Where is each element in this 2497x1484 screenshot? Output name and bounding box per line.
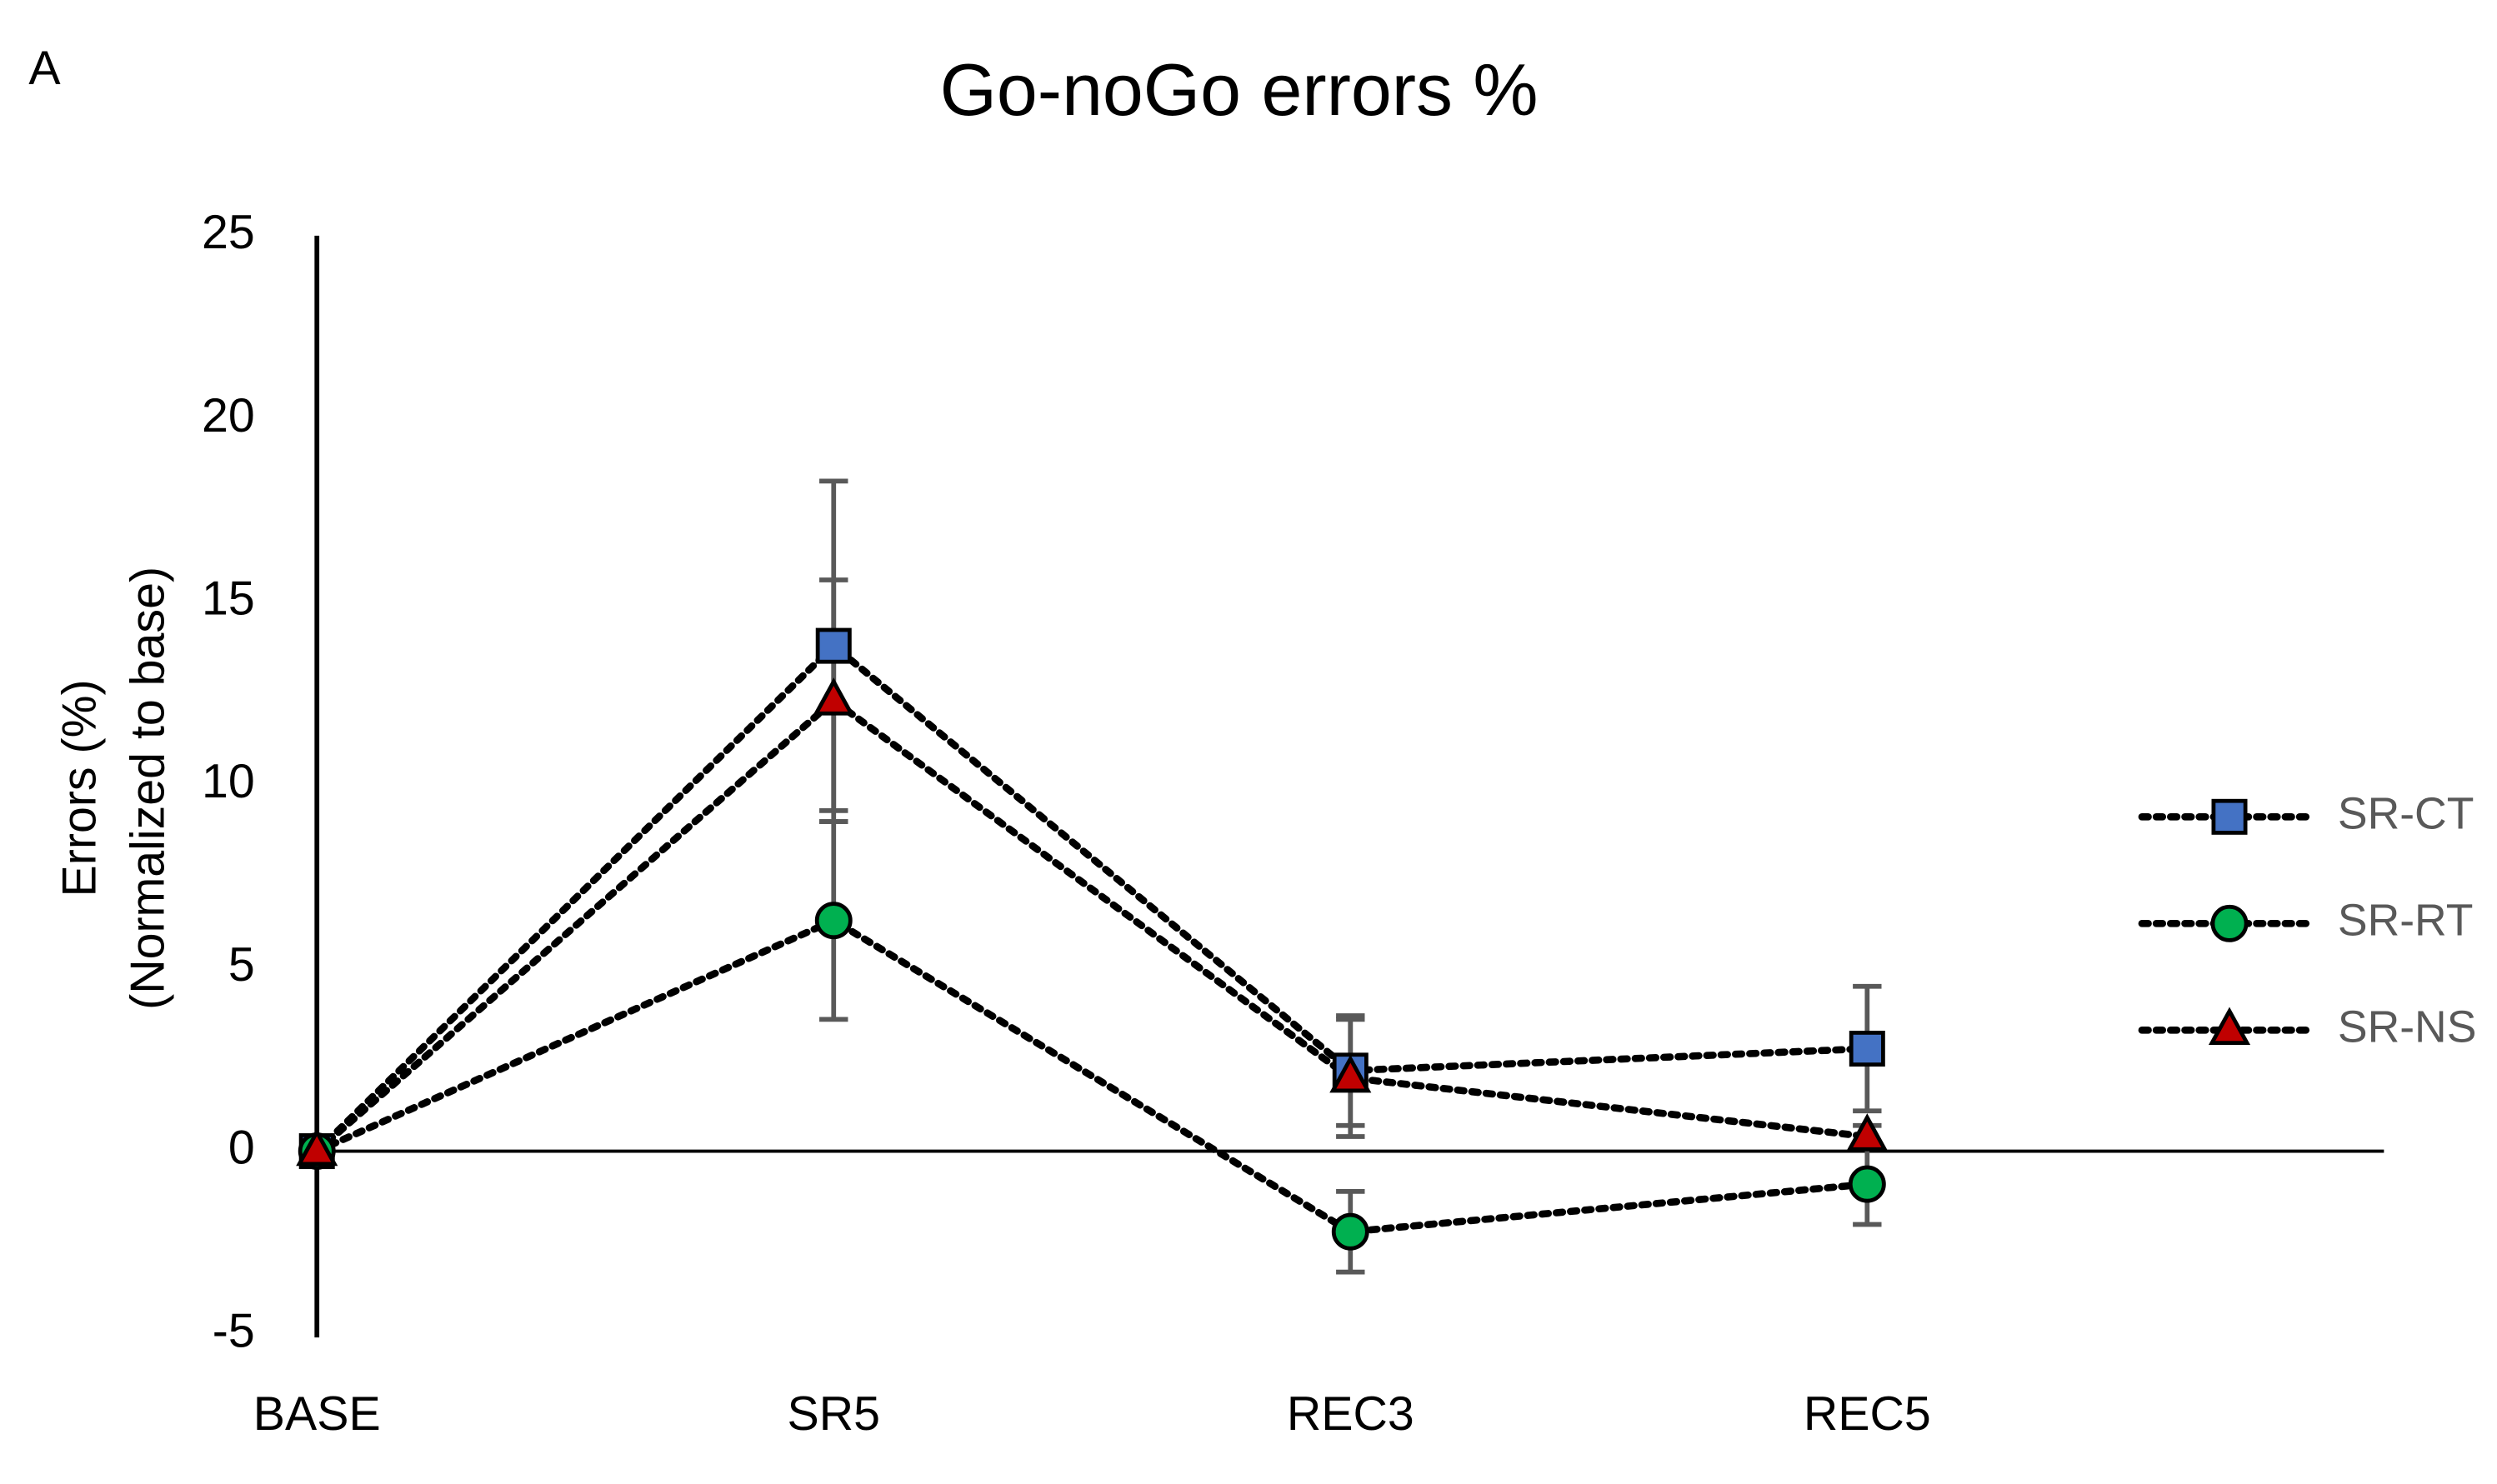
legend-label: SR-CT xyxy=(2338,789,2474,838)
data-point xyxy=(814,902,853,940)
y-tick-label: 10 xyxy=(202,755,255,808)
y-axis-label: (Normalized to base) xyxy=(122,567,175,1010)
y-tick-label: 5 xyxy=(228,938,255,992)
y-tick-label: 20 xyxy=(202,389,255,442)
data-point xyxy=(1329,1054,1372,1093)
legend-label: SR-RT xyxy=(2338,896,2474,945)
y-tick-label: -5 xyxy=(213,1304,255,1357)
x-tick-label: REC3 xyxy=(1287,1387,1414,1441)
data-point xyxy=(1848,1165,1886,1203)
panel-label: A xyxy=(28,42,61,95)
data-point xyxy=(296,1127,338,1167)
x-tick-label: BASE xyxy=(253,1387,381,1441)
legend-marker xyxy=(2208,1007,2251,1046)
y-tick-label: 0 xyxy=(228,1122,255,1175)
series-line xyxy=(313,696,1871,1155)
x-tick-label: REC5 xyxy=(1804,1387,1931,1441)
series-line xyxy=(313,641,1871,1155)
chart-title: Go-noGo errors % xyxy=(940,48,1539,131)
x-tick-label: SR5 xyxy=(788,1387,881,1441)
data-point xyxy=(813,677,855,716)
data-point xyxy=(1849,1031,1885,1067)
data-point xyxy=(1331,1212,1369,1251)
y-tick-label: 25 xyxy=(202,206,255,259)
legend-marker xyxy=(2210,904,2249,942)
legend-marker xyxy=(2211,798,2248,835)
legend-label: SR-NS xyxy=(2338,1002,2476,1052)
data-point xyxy=(1846,1113,1889,1152)
y-axis-label: Errors (%) xyxy=(53,679,106,897)
data-point xyxy=(815,627,852,664)
series-line xyxy=(313,916,1871,1236)
y-tick-label: 15 xyxy=(202,572,255,625)
